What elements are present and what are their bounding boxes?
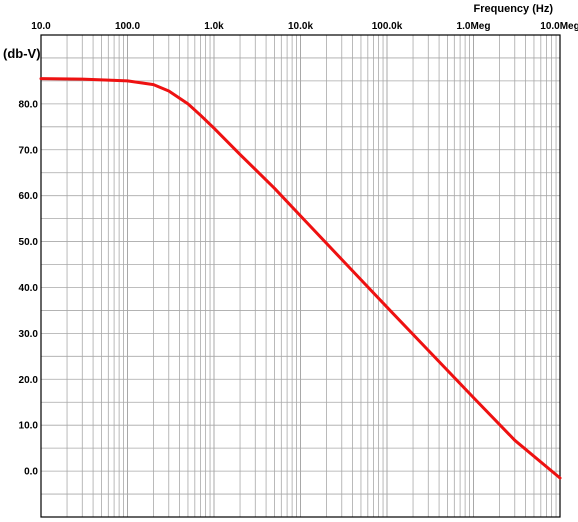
- x-tick-label: 10.0: [31, 21, 51, 32]
- grid: [41, 35, 560, 517]
- x-axis-label: Frequency (Hz): [474, 3, 554, 15]
- y-axis-label: (db-V): [3, 46, 41, 61]
- y-tick-label: 80.0: [19, 99, 39, 110]
- axes: 10.0 100.0 1.0k 10.0k 100.0k 1.0Meg 10.0Meg 0.0…: [19, 21, 578, 518]
- x-tick-label: 1.0k: [204, 21, 224, 32]
- magnitude-series-line: [39, 77, 562, 480]
- y-tick-label: 30.0: [19, 329, 39, 340]
- y-tick-label: 50.0: [19, 237, 39, 248]
- plot-frame: [40, 34, 561, 518]
- y-tick-label: 10.0: [19, 421, 39, 432]
- series-layer: [39, 77, 562, 480]
- y-tick-label: 70.0: [19, 145, 39, 156]
- y-tick-label: 20.0: [19, 375, 39, 386]
- x-tick-label: 10.0Meg: [540, 21, 578, 32]
- y-tick-label: 60.0: [19, 191, 39, 202]
- x-tick-label: 1.0Meg: [457, 21, 491, 32]
- x-tick-label: 10.0k: [288, 21, 313, 32]
- y-tick-label: 0.0: [24, 467, 38, 478]
- x-tick-label: 100.0: [115, 21, 140, 32]
- x-tick-label: 100.0k: [372, 21, 403, 32]
- y-tick-label: 40.0: [19, 283, 39, 294]
